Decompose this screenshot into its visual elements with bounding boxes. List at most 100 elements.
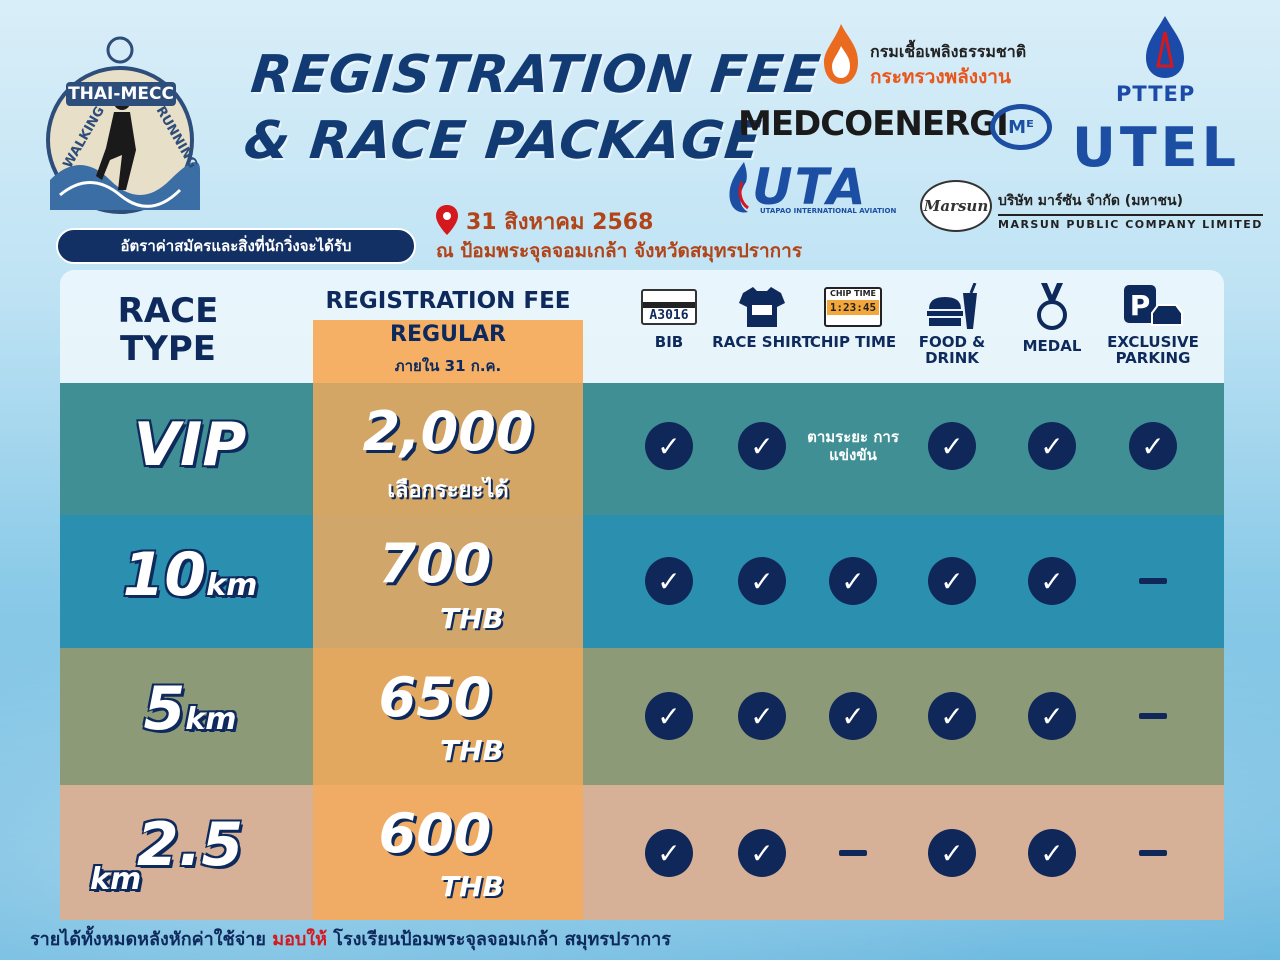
sponsor-medco: MEDCOENERGI [738,104,1009,144]
price-2-5km: 600 [378,802,492,865]
chip-icon-label: CHIP TIME [829,289,877,298]
currency-2-5km: THB [440,870,504,903]
package-chip-time: CHIP TIME 1:23:45 CHIP TIME [798,284,908,350]
not-included-dash [839,850,867,856]
sponsor-uta: UTA [752,158,868,216]
event-logo-graphic [46,36,200,214]
package-medal: MEDAL [997,283,1107,355]
race-label-vip: VIP [80,410,300,480]
package-label: BIB [654,333,684,351]
flame-logo-icon [824,24,858,84]
sponsor-dmf-line1: กรมเชื้อเพลิงธรรมชาติ [870,42,1027,61]
location-pin-icon [436,205,458,235]
price-vip-note: เลือกระยะได้ [387,478,509,503]
check-icon: ✓ [645,829,693,877]
bib-icon-number: A3016 [649,308,689,323]
race-name: VIP [133,410,247,480]
package-race-shirt: RACE SHIRT [707,284,817,350]
bib-icon: A3016 [641,289,697,325]
chip-time-icon: CHIP TIME 1:23:45 [824,287,882,327]
event-logo: THAI-MECC WALKING RUNNING [30,30,210,220]
race-name: 10 [122,540,207,610]
sponsor-uta-subtitle: UTAPAO INTERNATIONAL AVIATION [760,207,897,215]
race-unit: km [90,862,142,897]
package-label: FOOD & DRINK [918,333,986,367]
regular-deadline: ภายใน 31 ก.ค. [394,357,502,375]
registration-fee-header: REGISTRATION FEE [325,288,571,314]
race-unit: km [206,568,258,603]
race-type-header: RACE TYPE [117,291,219,369]
package-label: RACE SHIRT [712,333,812,351]
race-label-10km: 10km [80,540,300,610]
race-name: 5 [143,674,186,744]
check-icon: ✓ [1028,557,1076,605]
check-icon: ✓ [829,692,877,740]
package-exclusive-parking: P EXCLUSIVE PARKING [1098,284,1208,366]
price-5km: 650 [378,666,492,729]
check-icon: ✓ [738,422,786,470]
sponsor-marsun-english: MARSUN PUBLIC COMPANY LIMITED [998,214,1263,231]
race-label-5km: 5km [80,674,300,744]
chip-icon-display: 1:23:45 [826,300,880,315]
check-icon: ✓ [829,557,877,605]
package-label: MEDAL [1022,337,1082,355]
pttep-logo-icon [1146,16,1184,78]
not-included-dash [1139,713,1167,719]
race-name: 2.5 [136,810,244,880]
sponsor-me-logo: Mᴱ [990,104,1052,150]
title-line-1: REGISTRATION FEE [248,45,824,105]
uta-flame-icon [729,162,749,213]
page-title: REGISTRATION FEE & RACE PACKAGE [241,42,824,174]
fee-table: RACE TYPE REGISTRATION FEE REGULAR ภายใน… [60,270,1224,920]
race-unit: km [185,702,237,737]
check-icon: ✓ [928,692,976,740]
check-icon: ✓ [738,692,786,740]
medal-icon [1037,283,1067,330]
event-date: 31 สิงหาคม 2568 [466,210,654,235]
parking-icon: P [1124,285,1183,326]
regular-label: REGULAR [390,322,506,347]
package-label: CHIP TIME [809,333,897,351]
footer-text-after: โรงเรียนป้อมพระจุลจอมเกล้า สมุทรปราการ [333,929,671,950]
fee-column [313,320,583,920]
food-drink-icon [927,283,977,329]
check-icon: ✓ [928,422,976,470]
footer-highlight: มอบให้ [272,929,327,950]
sponsor-marsun-logo: Marsun [920,180,992,232]
not-included-dash [1139,578,1167,584]
footer-note: รายได้ทั้งหมดหลังหักค่าใช้จ่าย มอบให้ โร… [30,924,671,953]
price-vip: 2,000 [362,400,534,463]
sponsor-marsun-thai: บริษัท มาร์ซัน จำกัด (มหาชน) [998,193,1183,209]
event-venue: ณ ป้อมพระจุลจอมเกล้า จังหวัดสมุทรปราการ [436,240,803,262]
check-icon: ✓ [928,829,976,877]
footer-text-before: รายได้ทั้งหมดหลังหักค่าใช้จ่าย [30,929,266,950]
logo-title: THAI-MECC [66,82,176,106]
package-bib: A3016 BIB [614,284,724,350]
price-10km: 700 [378,532,492,595]
chip-time-note: ตามระยะ การแข่งขัน [807,428,899,464]
check-icon: ✓ [738,557,786,605]
check-icon: ✓ [645,557,693,605]
sponsor-dmf-line2: กระทรวงพลังงาน [870,66,1011,88]
check-icon: ✓ [1129,422,1177,470]
check-icon: ✓ [645,422,693,470]
check-icon: ✓ [1028,692,1076,740]
check-icon: ✓ [1028,422,1076,470]
sponsor-pttep: PTTEP [1116,82,1196,106]
check-icon: ✓ [928,557,976,605]
table-header [60,270,1224,383]
package-label: EXCLUSIVE PARKING [1107,333,1199,367]
currency-10km: THB [440,602,504,635]
check-icon: ✓ [1028,829,1076,877]
check-icon: ✓ [738,829,786,877]
fee-column-header [313,320,583,383]
parking-icon-letter: P [1130,289,1151,322]
not-included-dash [1139,850,1167,856]
check-icon: ✓ [645,692,693,740]
subtitle-pill: อัตราค่าสมัครและสิ่งที่นักวิ่งจะได้รับ [56,228,416,264]
sponsor-utel: UTEL [1072,116,1240,179]
currency-5km: THB [440,734,504,767]
shirt-icon [739,287,785,327]
race-label-2-5km: 2.5 km [80,810,300,897]
package-food-drink: FOOD & DRINK [897,283,1007,367]
